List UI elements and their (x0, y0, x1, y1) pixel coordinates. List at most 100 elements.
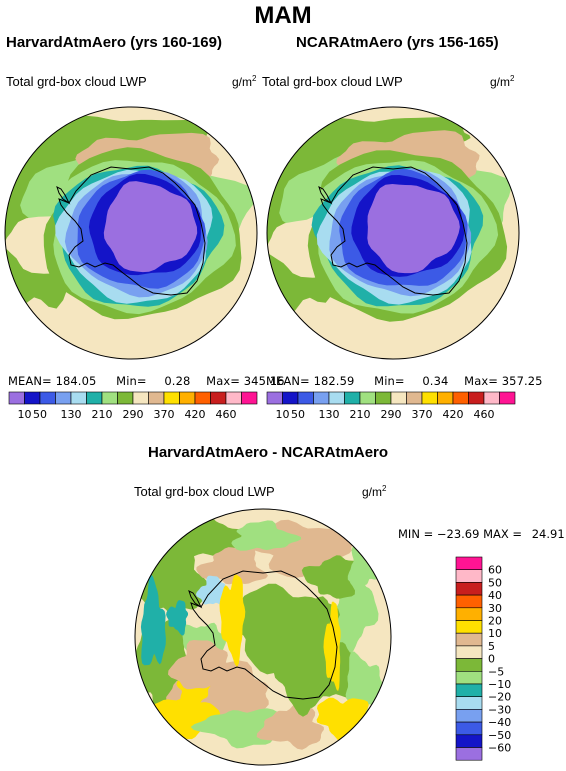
colorbar-left: 10 50 130 210 290 370 420 460 (8, 391, 258, 421)
colorbar-swatch (455, 658, 483, 672)
colorbar-tick-label: 420 (185, 408, 206, 421)
panel-right-variable: Total grd-box cloud LWP (262, 74, 403, 89)
colorbar-tick-label: 0 (488, 653, 495, 666)
colorbar-swatch (455, 556, 483, 570)
colorbar-swatch (70, 391, 87, 405)
colorbar-tick-label: −5 (488, 665, 504, 678)
colorbar-swatch (194, 391, 211, 405)
colorbar-swatch (101, 391, 118, 405)
colorbar-swatch (455, 709, 483, 723)
diff-panel-title: HarvardAtmAero - NCARAtmAero (148, 444, 389, 461)
diff-panel-variable: Total grd-box cloud LWP (134, 484, 275, 499)
colorbar-tick-label: 10 (276, 408, 290, 421)
colorbar-swatch (359, 391, 376, 405)
colorbar-swatch (241, 391, 258, 405)
colorbar-tick-label: 210 (350, 408, 371, 421)
colorbar-swatch (86, 391, 103, 405)
map-left-fill (5, 107, 257, 359)
map-right (267, 107, 519, 359)
colorbar-tick-label: 50 (291, 408, 305, 421)
colorbar-swatch (437, 391, 454, 405)
colorbar-swatch (455, 607, 483, 621)
colorbar-swatch (455, 696, 483, 710)
panel-right-units: g/m2 (490, 74, 515, 89)
map-right-border (266, 106, 520, 360)
colorbar-tick-label: 10 (488, 627, 502, 640)
colorbar-swatch (328, 391, 345, 405)
colorbar-swatch (117, 391, 134, 405)
panel-left-units: g/m2 (232, 74, 257, 89)
colorbar-swatch (421, 391, 438, 405)
colorbar-right: 10 50 130 210 290 370 420 460 (266, 391, 516, 421)
colorbar-tick-label: 50 (33, 408, 47, 421)
colorbar-swatch (499, 391, 516, 405)
diff-panel-stats: MIN = −23.69 MAX = 24.91 (398, 527, 565, 541)
colorbar-tick-label: −60 (488, 742, 511, 755)
colorbar-swatch (266, 391, 283, 405)
colorbar-swatch (483, 391, 500, 405)
colorbar-swatch (210, 391, 227, 405)
colorbar-swatch (163, 391, 180, 405)
colorbar-swatch (455, 620, 483, 634)
colorbar-tick-label: 130 (61, 408, 82, 421)
panel-right-stats: MEAN= 182.59 Min= 0.34 Max= 357.25 (266, 374, 543, 388)
colorbar-tick-label: 460 (216, 408, 237, 421)
panel-left-title: HarvardAtmAero (yrs 160-169) (6, 34, 222, 51)
colorbar-swatch (452, 391, 469, 405)
map-diff-fill (135, 509, 391, 765)
colorbar-swatch (455, 569, 483, 583)
colorbar-tick-label: 60 (488, 564, 502, 577)
colorbar-swatch (8, 391, 25, 405)
diff-panel-units: g/m2 (362, 484, 387, 499)
map-right-fill (267, 107, 519, 359)
colorbar-swatch (455, 683, 483, 697)
colorbar-tick-label: 420 (443, 408, 464, 421)
colorbar-tick-label: 370 (412, 408, 433, 421)
colorbar-tick-label: 5 (488, 640, 495, 653)
colorbar-tick-label: −30 (488, 703, 511, 716)
colorbar-tick-label: 290 (123, 408, 144, 421)
colorbar-swatch (282, 391, 299, 405)
colorbar-swatch (55, 391, 72, 405)
colorbar-swatch (455, 670, 483, 685)
colorbar-tick-label: 210 (92, 408, 113, 421)
main-title: MAM (254, 2, 312, 29)
colorbar-swatch (344, 391, 361, 405)
colorbar-swatch (455, 632, 483, 647)
colorbar-swatch (468, 391, 485, 405)
colorbar-swatch (179, 391, 196, 405)
colorbar-swatch (24, 391, 41, 405)
colorbar-swatch (39, 391, 56, 405)
colorbar-tick-label: −50 (488, 729, 511, 742)
colorbar-swatch (455, 721, 483, 736)
colorbar-tick-label: −40 (488, 716, 511, 729)
colorbar-swatch (455, 582, 483, 596)
colorbar-tick-label: −20 (488, 691, 511, 704)
colorbar-swatch (390, 391, 407, 405)
colorbar-swatch (455, 594, 483, 609)
colorbar-tick-label: 460 (474, 408, 495, 421)
map-diff-border (134, 508, 392, 766)
colorbar-swatch (148, 391, 165, 405)
colorbar-tick-label: 50 (488, 576, 502, 589)
map-left-border (4, 106, 258, 360)
colorbar-swatch (297, 391, 314, 405)
colorbar-tick-label: 30 (488, 602, 502, 615)
colorbar-swatch (455, 734, 483, 748)
colorbar-swatch (455, 747, 483, 761)
colorbar-tick-label: 290 (381, 408, 402, 421)
colorbar-tick-label: 40 (488, 589, 502, 602)
map-diff (135, 509, 391, 765)
colorbar-tick-label: −10 (488, 678, 511, 691)
colorbar-tick-label: 370 (154, 408, 175, 421)
colorbar-swatch (225, 391, 242, 405)
panel-right-title: NCARAtmAero (yrs 156-165) (296, 34, 499, 51)
colorbar-tick-label: 20 (488, 615, 502, 628)
panel-left-variable: Total grd-box cloud LWP (6, 74, 147, 89)
colorbar-swatch (313, 391, 330, 405)
colorbar-swatch (375, 391, 392, 405)
colorbar-swatch (455, 645, 483, 659)
colorbar-tick-label: 10 (18, 408, 32, 421)
